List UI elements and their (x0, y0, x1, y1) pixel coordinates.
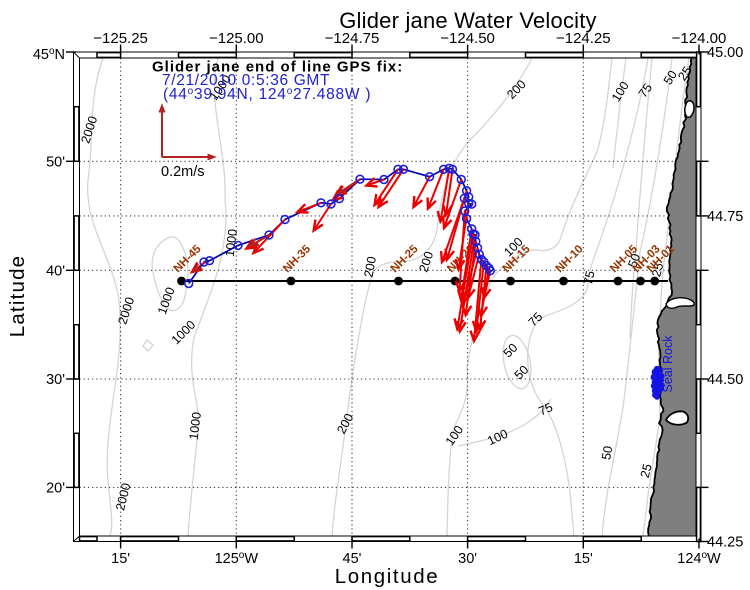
svg-text:(44o39.94N, 124o27.488W ): (44o39.94N, 124o27.488W ) (163, 86, 371, 103)
svg-text:30': 30' (458, 551, 477, 567)
svg-text:1000: 1000 (187, 411, 204, 440)
svg-text:25: 25 (649, 261, 666, 278)
svg-text:0.2m/s: 0.2m/s (161, 164, 205, 180)
svg-text:200: 200 (362, 255, 379, 278)
svg-text:75: 75 (536, 400, 555, 419)
svg-text:44.50: 44.50 (707, 372, 743, 388)
svg-text:2000: 2000 (113, 482, 133, 512)
svg-text:15': 15' (111, 551, 130, 567)
svg-text:25: 25 (675, 64, 694, 83)
svg-text:75: 75 (636, 81, 655, 100)
svg-text:15': 15' (574, 551, 593, 567)
svg-text:−124.25: −124.25 (556, 30, 611, 47)
svg-text:50: 50 (599, 445, 615, 461)
svg-text:44.25: 44.25 (707, 535, 743, 551)
svg-text:45oN: 45oN (33, 46, 65, 63)
svg-text:1000: 1000 (223, 228, 240, 257)
svg-text:−125.25: −125.25 (93, 30, 148, 47)
svg-text:Latitude: Latitude (6, 255, 29, 338)
svg-text:124oW: 124oW (677, 550, 721, 567)
svg-text:40': 40' (46, 263, 65, 279)
svg-text:7/21/2010 0:5:36 GMT: 7/21/2010 0:5:36 GMT (162, 72, 330, 89)
svg-text:Longitude: Longitude (335, 565, 439, 588)
svg-text:−124.50: −124.50 (440, 30, 495, 47)
svg-text:45': 45' (343, 551, 362, 567)
svg-text:50': 50' (46, 154, 65, 170)
svg-text:Seal Rock: Seal Rock (661, 335, 675, 393)
svg-text:125oW: 125oW (215, 550, 259, 567)
svg-text:30': 30' (46, 372, 65, 388)
svg-text:50: 50 (661, 68, 680, 87)
svg-text:Glider jane end of line GPS fi: Glider jane end of line GPS fix: (152, 59, 403, 76)
svg-text:44.75: 44.75 (707, 209, 743, 225)
svg-text:45.00: 45.00 (707, 45, 743, 61)
svg-text:Glider jane Water Velocity: Glider jane Water Velocity (339, 8, 597, 33)
svg-text:−125.00: −125.00 (209, 30, 264, 47)
svg-text:−124.75: −124.75 (325, 30, 380, 47)
svg-text:50: 50 (625, 252, 643, 270)
svg-text:200: 200 (416, 250, 436, 274)
svg-text:−124.00: −124.00 (672, 30, 727, 47)
svg-text:25: 25 (638, 462, 655, 479)
svg-text:75: 75 (581, 270, 598, 287)
svg-text:20': 20' (46, 480, 65, 496)
